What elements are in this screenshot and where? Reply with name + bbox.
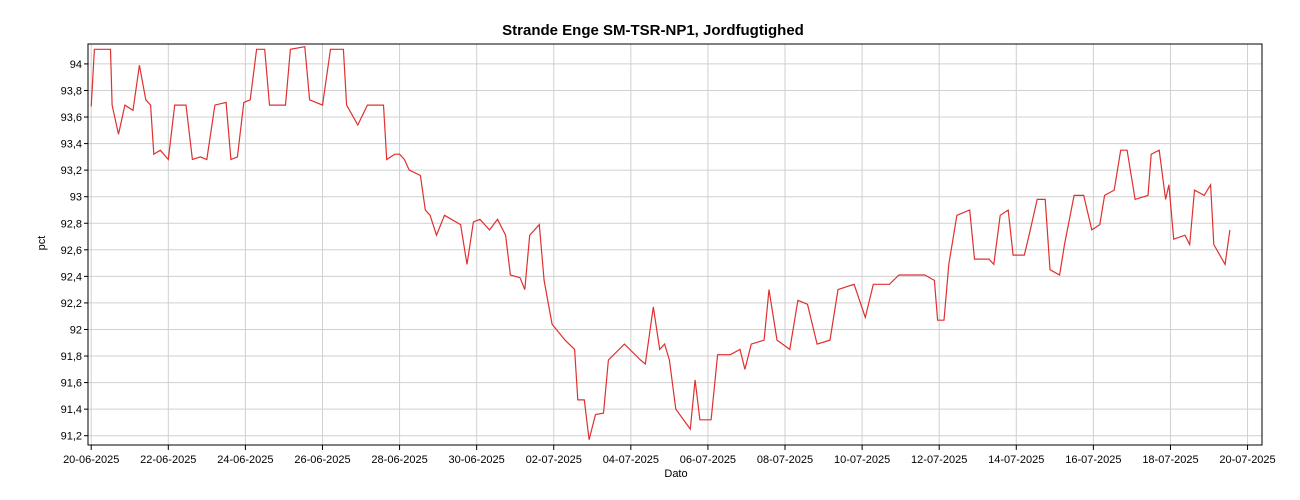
x-tick-label: 20-06-2025 (63, 454, 119, 466)
y-tick-label: 91,4 (61, 404, 82, 416)
x-tick-label: 30-06-2025 (449, 454, 505, 466)
x-tick-label: 18-07-2025 (1142, 454, 1198, 466)
y-tick-label: 92,2 (61, 298, 82, 310)
x-tick-label: 28-06-2025 (371, 454, 427, 466)
y-tick-label: 92 (70, 324, 82, 336)
x-tick-label: 14-07-2025 (988, 454, 1044, 466)
x-tick-label: 24-06-2025 (217, 454, 273, 466)
y-tick-label: 92,8 (61, 218, 82, 230)
y-tick-label: 93 (70, 192, 82, 204)
x-tick-label: 08-07-2025 (757, 454, 813, 466)
y-tick-label: 91,2 (61, 431, 82, 443)
y-tick-label: 92,6 (61, 245, 82, 257)
x-tick-label: 04-07-2025 (603, 454, 659, 466)
x-tick-label: 20-07-2025 (1219, 454, 1275, 466)
y-tick-label: 93,2 (61, 165, 82, 177)
plot-frame (87, 43, 1263, 446)
x-tick-label: 26-06-2025 (294, 454, 350, 466)
x-tick-label: 12-07-2025 (911, 454, 967, 466)
y-tick-label: 93,4 (61, 139, 82, 151)
y-tick-label: 93,8 (61, 85, 82, 97)
y-tick-label: 93,6 (61, 112, 82, 124)
y-tick-label: 92,4 (61, 271, 82, 283)
y-tick-label: 91,6 (61, 378, 82, 390)
y-tick-label: 94 (70, 59, 82, 71)
data-line (90, 45, 1231, 440)
y-axis-label: pct (36, 236, 48, 251)
x-tick-label: 22-06-2025 (140, 454, 196, 466)
x-tick-label: 16-07-2025 (1065, 454, 1121, 466)
x-tick-label: 06-07-2025 (680, 454, 736, 466)
y-tick-label: 91,8 (61, 351, 82, 363)
x-tick-label: 10-07-2025 (834, 454, 890, 466)
x-tick-label: 02-07-2025 (526, 454, 582, 466)
x-axis-label: Dato (664, 468, 687, 480)
chart-title: Strande Enge SM-TSR-NP1, Jordfugtighed (502, 22, 804, 39)
